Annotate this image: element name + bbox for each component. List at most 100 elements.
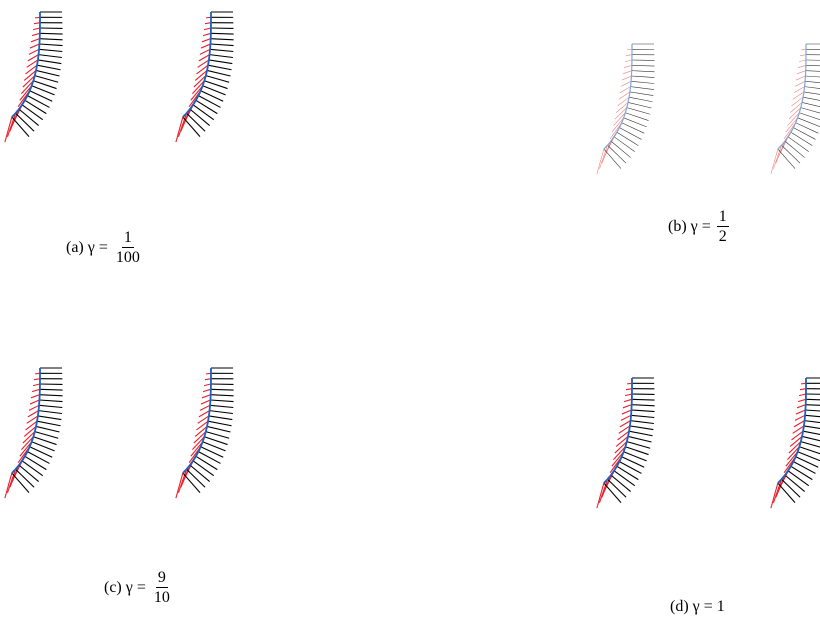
red-tick bbox=[196, 64, 209, 75]
red-tick bbox=[191, 80, 205, 95]
black-tick bbox=[800, 107, 820, 114]
black-tick bbox=[781, 478, 801, 498]
red-tick bbox=[29, 43, 40, 49]
red-tick bbox=[794, 414, 806, 421]
black-tick bbox=[616, 465, 639, 481]
red-tick bbox=[33, 378, 41, 381]
black-tick bbox=[797, 117, 820, 127]
black-tick bbox=[37, 59, 62, 65]
red-tick bbox=[794, 81, 806, 87]
red-tick bbox=[799, 54, 807, 56]
black-tick bbox=[616, 132, 639, 146]
red-tick bbox=[177, 113, 188, 138]
caption-text: (a) γ = bbox=[66, 238, 108, 256]
red-tick bbox=[197, 415, 210, 424]
black-tick bbox=[797, 451, 820, 462]
red-tick bbox=[204, 378, 212, 381]
caption-a: (a) γ = 1 100 bbox=[66, 228, 142, 267]
red-tick bbox=[202, 388, 212, 393]
red-tick bbox=[23, 69, 37, 81]
black-tick bbox=[793, 127, 816, 140]
red-tick bbox=[618, 425, 631, 434]
red-tick bbox=[785, 117, 798, 133]
red-tick bbox=[23, 425, 37, 437]
red-tick bbox=[614, 441, 628, 454]
black-tick bbox=[204, 80, 228, 90]
black-tick bbox=[195, 455, 218, 471]
black-tick bbox=[621, 122, 645, 134]
red-tick bbox=[773, 145, 782, 169]
red-tick bbox=[799, 388, 807, 391]
red-tick bbox=[201, 394, 211, 399]
backbone bbox=[777, 44, 807, 150]
red-tick bbox=[201, 38, 211, 43]
red-tick bbox=[194, 69, 208, 81]
black-tick bbox=[793, 461, 816, 474]
black-tick bbox=[631, 414, 655, 419]
backbone bbox=[603, 378, 633, 484]
red-tick bbox=[28, 404, 40, 411]
denominator: 2 bbox=[718, 228, 727, 245]
fraction: 1 100 bbox=[114, 228, 142, 267]
red-tick bbox=[626, 49, 633, 51]
black-tick bbox=[182, 472, 201, 493]
black-tick bbox=[18, 108, 39, 126]
black-tick bbox=[15, 112, 35, 132]
black-tick bbox=[626, 441, 651, 449]
red-tick bbox=[199, 48, 211, 55]
black-tick bbox=[186, 112, 206, 132]
black-tick bbox=[207, 64, 232, 71]
red-tick bbox=[611, 451, 625, 467]
black-tick bbox=[607, 478, 627, 498]
black-tick bbox=[33, 436, 57, 446]
black-tick bbox=[626, 107, 651, 115]
red-tick bbox=[624, 393, 633, 397]
red-tick bbox=[31, 32, 41, 37]
red-tick bbox=[28, 48, 40, 55]
red-tick bbox=[798, 393, 807, 397]
backbone bbox=[777, 378, 807, 484]
black-tick bbox=[11, 116, 30, 137]
black-tick bbox=[208, 415, 233, 421]
black-tick bbox=[631, 409, 655, 413]
black-tick bbox=[802, 430, 820, 436]
black-tick bbox=[36, 64, 61, 71]
red-tick bbox=[596, 148, 605, 175]
black-tick bbox=[804, 420, 820, 424]
black-tick bbox=[621, 456, 645, 468]
red-tick bbox=[4, 116, 13, 143]
black-tick bbox=[625, 446, 649, 456]
red-tick bbox=[599, 145, 608, 169]
red-tick bbox=[797, 398, 807, 403]
black-tick bbox=[623, 117, 647, 128]
caption-text: (b) γ = bbox=[668, 217, 711, 235]
numerator: 1 bbox=[121, 229, 134, 248]
black-tick bbox=[801, 435, 820, 442]
red-tick bbox=[792, 91, 805, 100]
red-tick bbox=[29, 399, 40, 405]
red-tick bbox=[611, 117, 624, 133]
black-tick bbox=[787, 470, 810, 487]
red-tick bbox=[27, 54, 39, 62]
caption-d: (d) γ = 1 bbox=[670, 598, 725, 616]
black-tick bbox=[38, 54, 62, 59]
caption-text: (d) γ = 1 bbox=[670, 598, 725, 615]
red-tick bbox=[625, 54, 633, 56]
black-tick bbox=[27, 451, 50, 464]
caption-c: (c) γ = 9 10 bbox=[104, 568, 172, 607]
black-tick bbox=[15, 468, 35, 488]
black-tick bbox=[631, 75, 655, 78]
red-tick bbox=[4, 472, 13, 499]
red-tick bbox=[25, 64, 38, 75]
red-tick bbox=[770, 482, 779, 509]
red-tick bbox=[615, 435, 629, 447]
black-tick bbox=[801, 102, 820, 107]
red-tick bbox=[197, 59, 210, 68]
black-tick bbox=[210, 48, 234, 53]
black-tick bbox=[38, 410, 62, 415]
red-tick bbox=[202, 32, 212, 37]
black-tick bbox=[11, 472, 30, 493]
red-tick bbox=[788, 107, 802, 120]
red-tick bbox=[619, 420, 631, 428]
